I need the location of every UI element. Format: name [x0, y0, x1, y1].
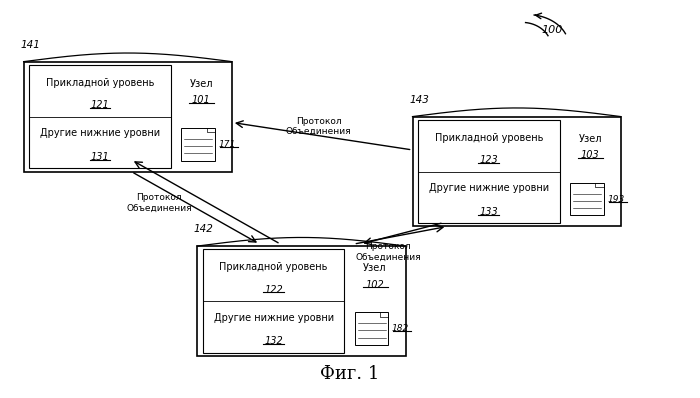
- Bar: [412, 117, 621, 226]
- Text: Другие нижние уровни: Другие нижние уровни: [40, 128, 160, 138]
- Text: Узел: Узел: [578, 134, 602, 144]
- Text: 142: 142: [194, 224, 214, 234]
- Text: Протокол
Объединения: Протокол Объединения: [286, 117, 351, 136]
- Text: Протокол
Объединения: Протокол Объединения: [126, 193, 192, 213]
- Text: Протокол
Объединения: Протокол Объединения: [356, 242, 421, 261]
- Text: Другие нижние уровни: Другие нижние уровни: [214, 312, 334, 323]
- Text: 122: 122: [264, 285, 283, 295]
- Bar: [197, 246, 405, 356]
- Bar: [203, 249, 344, 353]
- Text: 193: 193: [607, 195, 624, 203]
- Text: Узел: Узел: [363, 263, 386, 273]
- Bar: [24, 62, 232, 172]
- Text: 121: 121: [90, 100, 109, 110]
- Bar: [355, 312, 388, 345]
- Text: 182: 182: [392, 324, 410, 333]
- Text: 123: 123: [480, 155, 498, 165]
- Text: Прикладной уровень: Прикладной уровень: [46, 78, 154, 88]
- Text: 101: 101: [192, 95, 211, 105]
- Text: 102: 102: [365, 279, 384, 290]
- Text: Фиг. 1: Фиг. 1: [321, 365, 379, 383]
- Bar: [181, 128, 215, 160]
- Text: 100: 100: [541, 25, 562, 35]
- Text: 171: 171: [218, 140, 236, 148]
- Bar: [29, 65, 171, 168]
- Text: 131: 131: [90, 152, 109, 162]
- Text: 141: 141: [20, 40, 40, 50]
- Text: Прикладной уровень: Прикладной уровень: [435, 133, 543, 143]
- Text: Другие нижние уровни: Другие нижние уровни: [429, 183, 549, 193]
- Text: 103: 103: [581, 150, 600, 160]
- Text: 132: 132: [264, 336, 283, 346]
- Text: Прикладной уровень: Прикладной уровень: [219, 262, 328, 272]
- Bar: [570, 183, 603, 215]
- Text: 143: 143: [409, 95, 429, 105]
- Bar: [418, 120, 560, 223]
- Text: 133: 133: [480, 207, 498, 217]
- Text: Узел: Узел: [190, 79, 213, 89]
